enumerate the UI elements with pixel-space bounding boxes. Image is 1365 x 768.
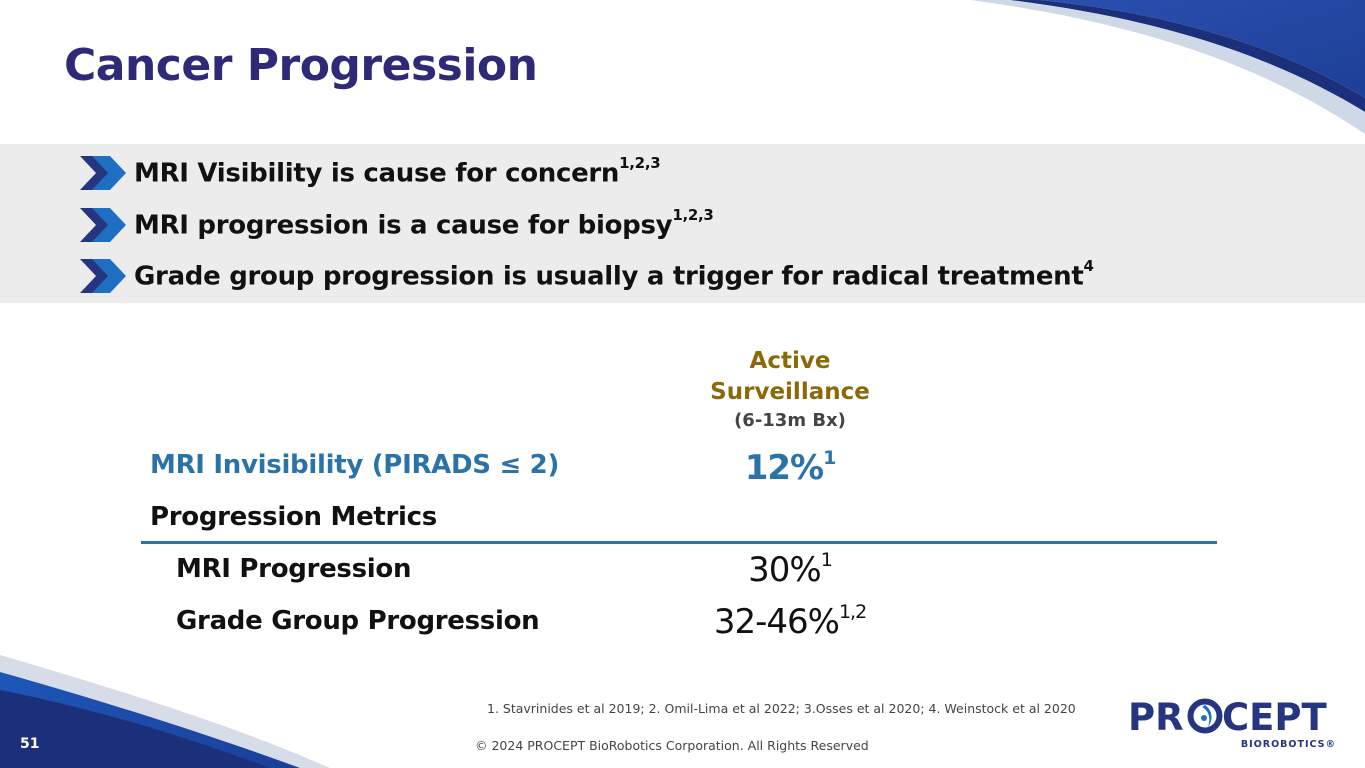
- row-label-mri-progression: MRI Progression: [176, 554, 412, 584]
- slide-title: Cancer Progression: [64, 40, 538, 91]
- row-value-mri-progression: 30%1: [748, 548, 833, 590]
- row-label-progression-metrics: Progression Metrics: [150, 502, 437, 532]
- row-label-mri-invisibility: MRI Invisibility (PIRADS ≤ 2): [150, 450, 560, 480]
- bullet-citation: 4: [1083, 256, 1094, 275]
- logo-tagline: BIOROBOTICS®: [1241, 739, 1336, 750]
- bullet-band: [0, 144, 1365, 303]
- double-chevron-icon: [80, 259, 126, 293]
- copyright: © 2024 PROCEPT BioRobotics Corporation. …: [475, 738, 869, 753]
- double-chevron-icon: [80, 208, 126, 242]
- bullet-text: Grade group progression is usually a tri…: [134, 256, 1094, 292]
- bullet-text: MRI Visibility is cause for concern1,2,3: [134, 153, 661, 189]
- logo-o-icon: [1187, 698, 1223, 734]
- logo-text-left: PR: [1128, 696, 1184, 739]
- double-chevron-icon: [80, 156, 126, 190]
- row-value-citation: 1: [823, 446, 836, 469]
- bullet-item-2: MRI progression is a cause for biopsy1,2…: [80, 205, 714, 245]
- row-label-grade-group-progression: Grade Group Progression: [176, 606, 540, 636]
- column-subheader: (6-13m Bx): [734, 410, 846, 431]
- row-value-mri-invisibility: 12%1: [744, 446, 837, 488]
- bullet-text: MRI progression is a cause for biopsy1,2…: [134, 205, 714, 241]
- references: 1. Stavrinides et al 2019; 2. Omil-Lima …: [487, 701, 1076, 716]
- table-divider: [141, 541, 1217, 544]
- bullet-item-1: MRI Visibility is cause for concern1,2,3: [80, 153, 661, 193]
- column-header-line-1: Active: [749, 348, 831, 374]
- column-header-active-surveillance: Active Surveillance: [690, 346, 890, 408]
- bullet-item-3: Grade group progression is usually a tri…: [80, 256, 1094, 296]
- logo-text-right: CEPT: [1222, 696, 1328, 739]
- bullet-citation: 1,2,3: [672, 205, 714, 224]
- row-value-grade-group-progression: 32-46%1,2: [713, 600, 867, 642]
- page-number: 51: [20, 736, 40, 752]
- column-header-line-2: Surveillance: [710, 379, 870, 405]
- procept-logo: PR CEPT BIOROBOTICS®: [1128, 696, 1336, 750]
- row-value-citation: 1,2: [838, 600, 867, 623]
- bullet-citation: 1,2,3: [619, 153, 661, 172]
- row-value-citation: 1: [820, 548, 833, 571]
